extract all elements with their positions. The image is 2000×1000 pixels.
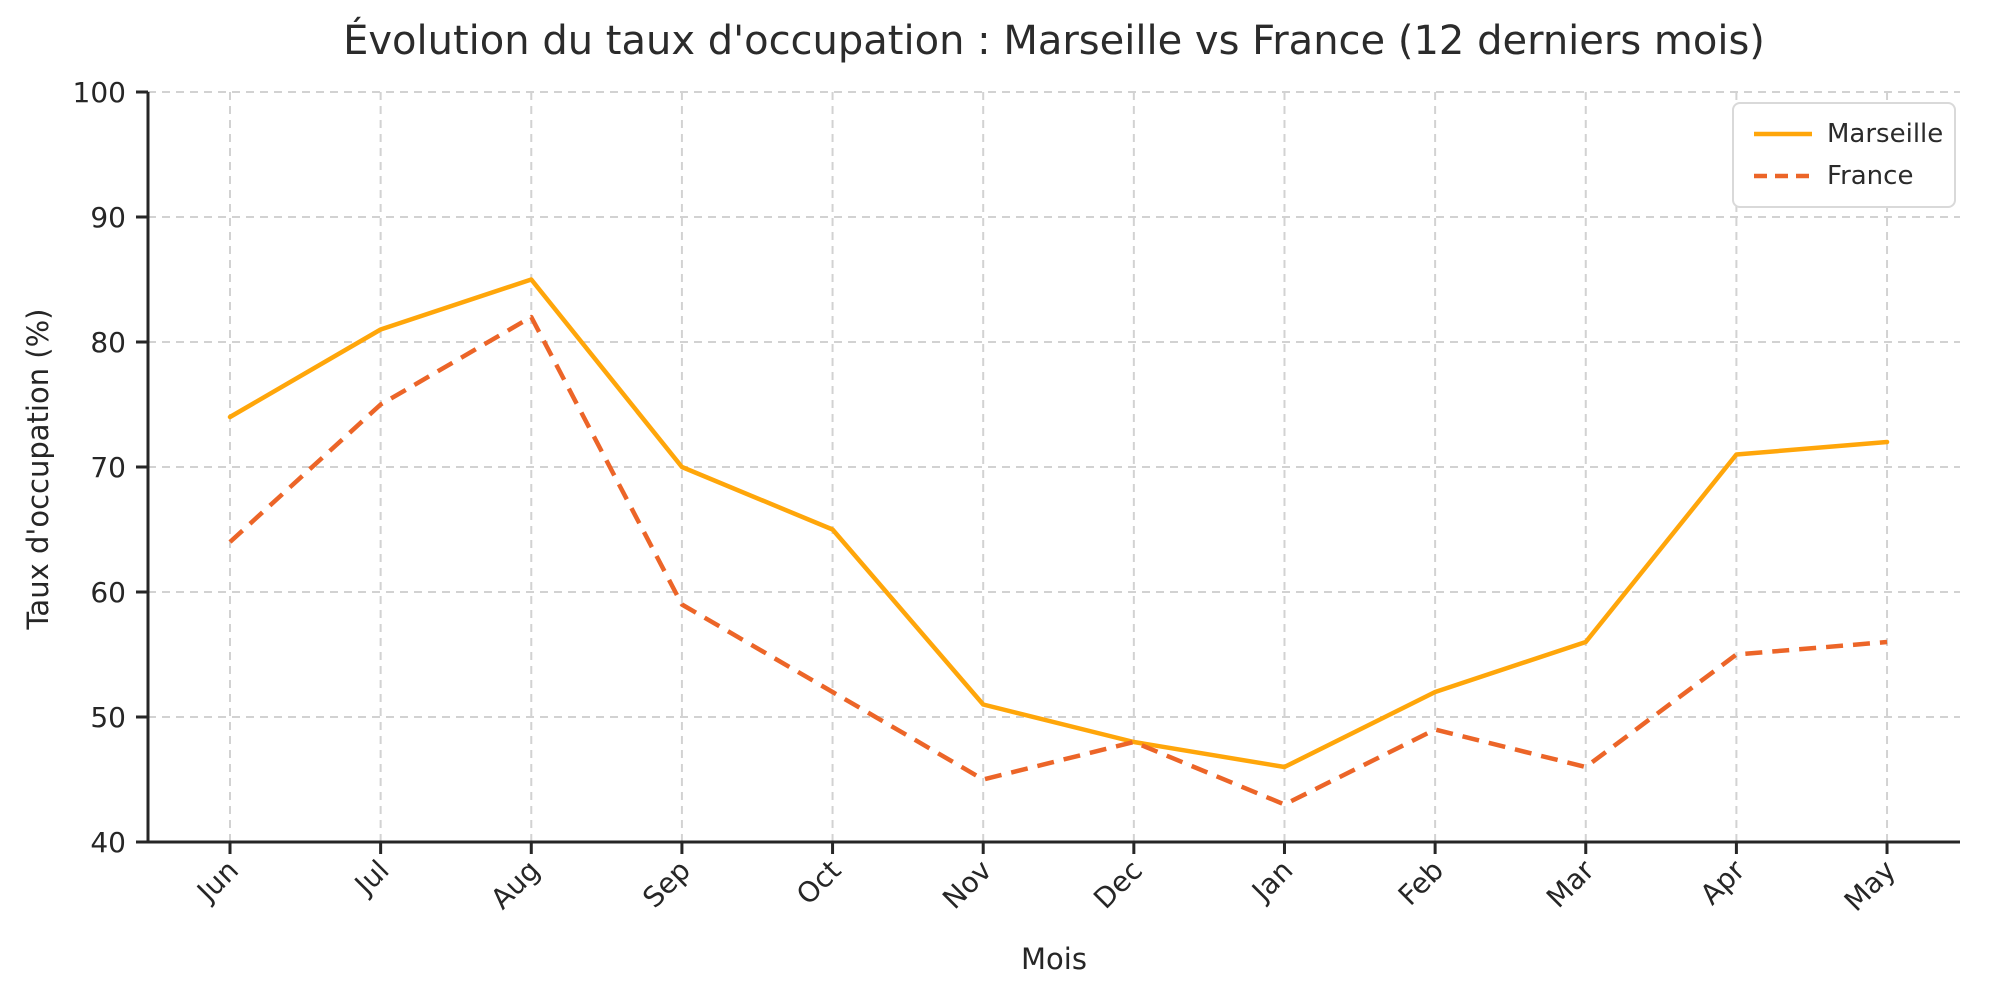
x-tick-label: Dec [1087,854,1149,916]
y-axis-title: Taux d'occupation (%) [21,308,55,630]
y-tick-label: 40 [90,826,126,859]
x-tick-label: Oct [790,854,848,912]
x-tick-label: Jul [347,854,396,903]
france-line-sample-icon [1754,173,1812,179]
marseille-line [227,277,1890,770]
x-tick-label: May [1838,854,1902,918]
x-tick-label: Mar [1540,853,1601,914]
legend-item-marseille: Marseille [1734,113,1954,155]
x-tick-label: Feb [1392,854,1450,912]
x-tick-label: Aug [484,854,546,916]
marseille-line-sample-icon [1754,131,1812,137]
x-tick-label: Nov [936,854,998,916]
legend: Marseille France [1732,102,1956,208]
x-tick-label: Apr [1694,853,1752,911]
y-tick-label: 100 [73,76,126,109]
x-tick-label: Sep [636,854,697,915]
legend-item-france: France [1734,155,1954,197]
y-tick-label: 60 [90,576,126,609]
y-tick-label: 90 [90,201,126,234]
y-tick-label: 80 [90,326,126,359]
x-tick-label: Jan [1244,854,1299,909]
legend-label-marseille: Marseille [1827,119,1944,149]
france-line [228,314,1888,807]
chart-title: Évolution du taux d'occupation : Marseil… [343,18,1765,64]
legend-label-france: France [1827,161,1914,191]
y-tick-label: 50 [90,701,126,734]
x-axis-title: Mois [1021,942,1087,976]
y-tick-label: 70 [90,451,126,484]
x-tick-label: Jun [189,854,245,910]
